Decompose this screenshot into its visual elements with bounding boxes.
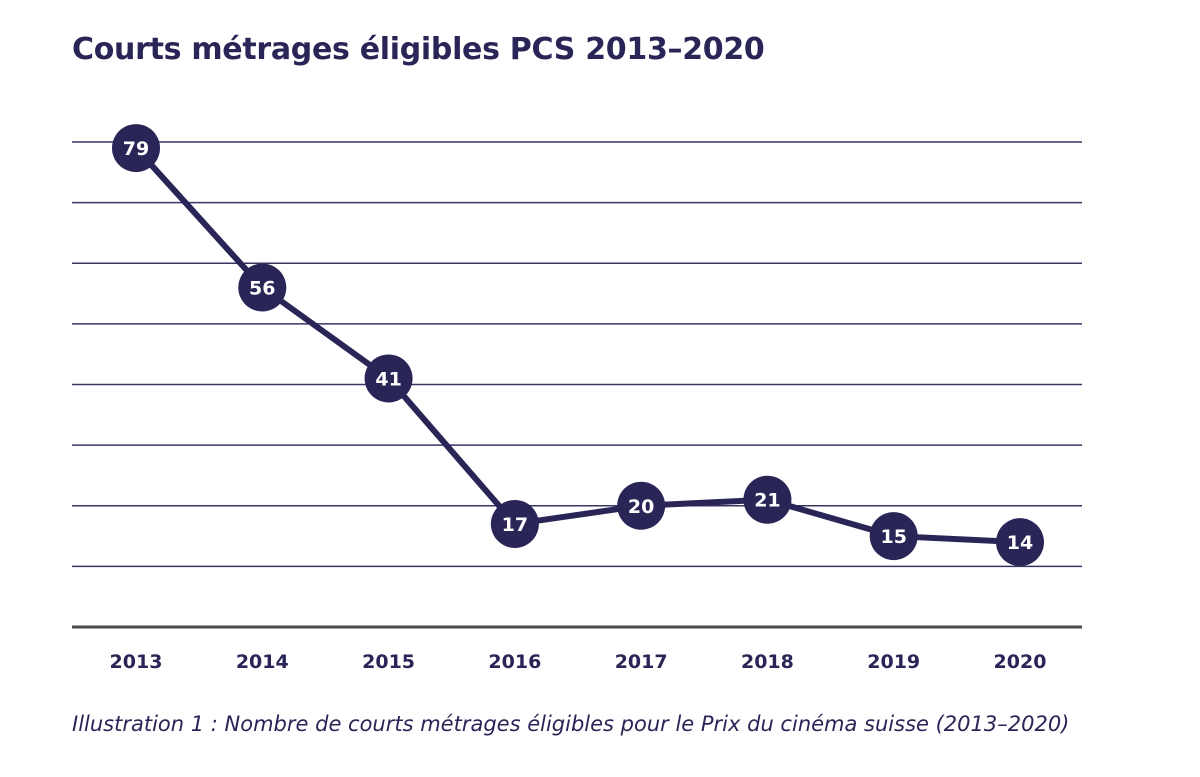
data-value-label: 79 xyxy=(123,138,149,160)
x-tick-label: 2015 xyxy=(362,651,415,673)
x-axis-tick-labels: 2013 2014 2015 2016 2017 2018 2019 2020 xyxy=(110,651,1047,673)
x-tick-label: 2020 xyxy=(994,651,1047,673)
data-value-label: 20 xyxy=(628,496,654,518)
data-point-marker xyxy=(996,518,1044,567)
gridlines xyxy=(72,141,1082,568)
figure-caption: Illustration 1 : Nombre de courts métrag… xyxy=(72,712,1070,736)
x-tick-label: 2014 xyxy=(236,651,289,673)
data-value-label: 41 xyxy=(375,368,401,390)
x-tick-label: 2013 xyxy=(110,651,163,673)
x-tick-label: 2018 xyxy=(741,651,794,673)
data-point-marker xyxy=(617,481,666,530)
data-points: 79 56 41 17 20 21 15 14 xyxy=(112,124,1044,567)
data-point-marker xyxy=(490,499,539,548)
data-value-label: 15 xyxy=(880,526,906,548)
series-line xyxy=(133,146,1021,546)
data-point-marker xyxy=(112,124,160,173)
x-tick-label: 2017 xyxy=(615,651,668,673)
x-tick-label: 2019 xyxy=(867,651,920,673)
data-point-marker xyxy=(238,263,287,312)
data-point-marker xyxy=(869,512,918,561)
chart-title: Courts métrages éligibles PCS 2013–2020 xyxy=(72,32,765,67)
data-value-label: 14 xyxy=(1007,532,1033,554)
data-value-label: 56 xyxy=(249,278,275,300)
data-value-label: 21 xyxy=(754,490,780,512)
data-value-label: 17 xyxy=(502,514,528,536)
data-point-marker xyxy=(743,475,792,524)
data-point-marker xyxy=(364,354,413,403)
x-tick-label: 2016 xyxy=(488,651,541,673)
